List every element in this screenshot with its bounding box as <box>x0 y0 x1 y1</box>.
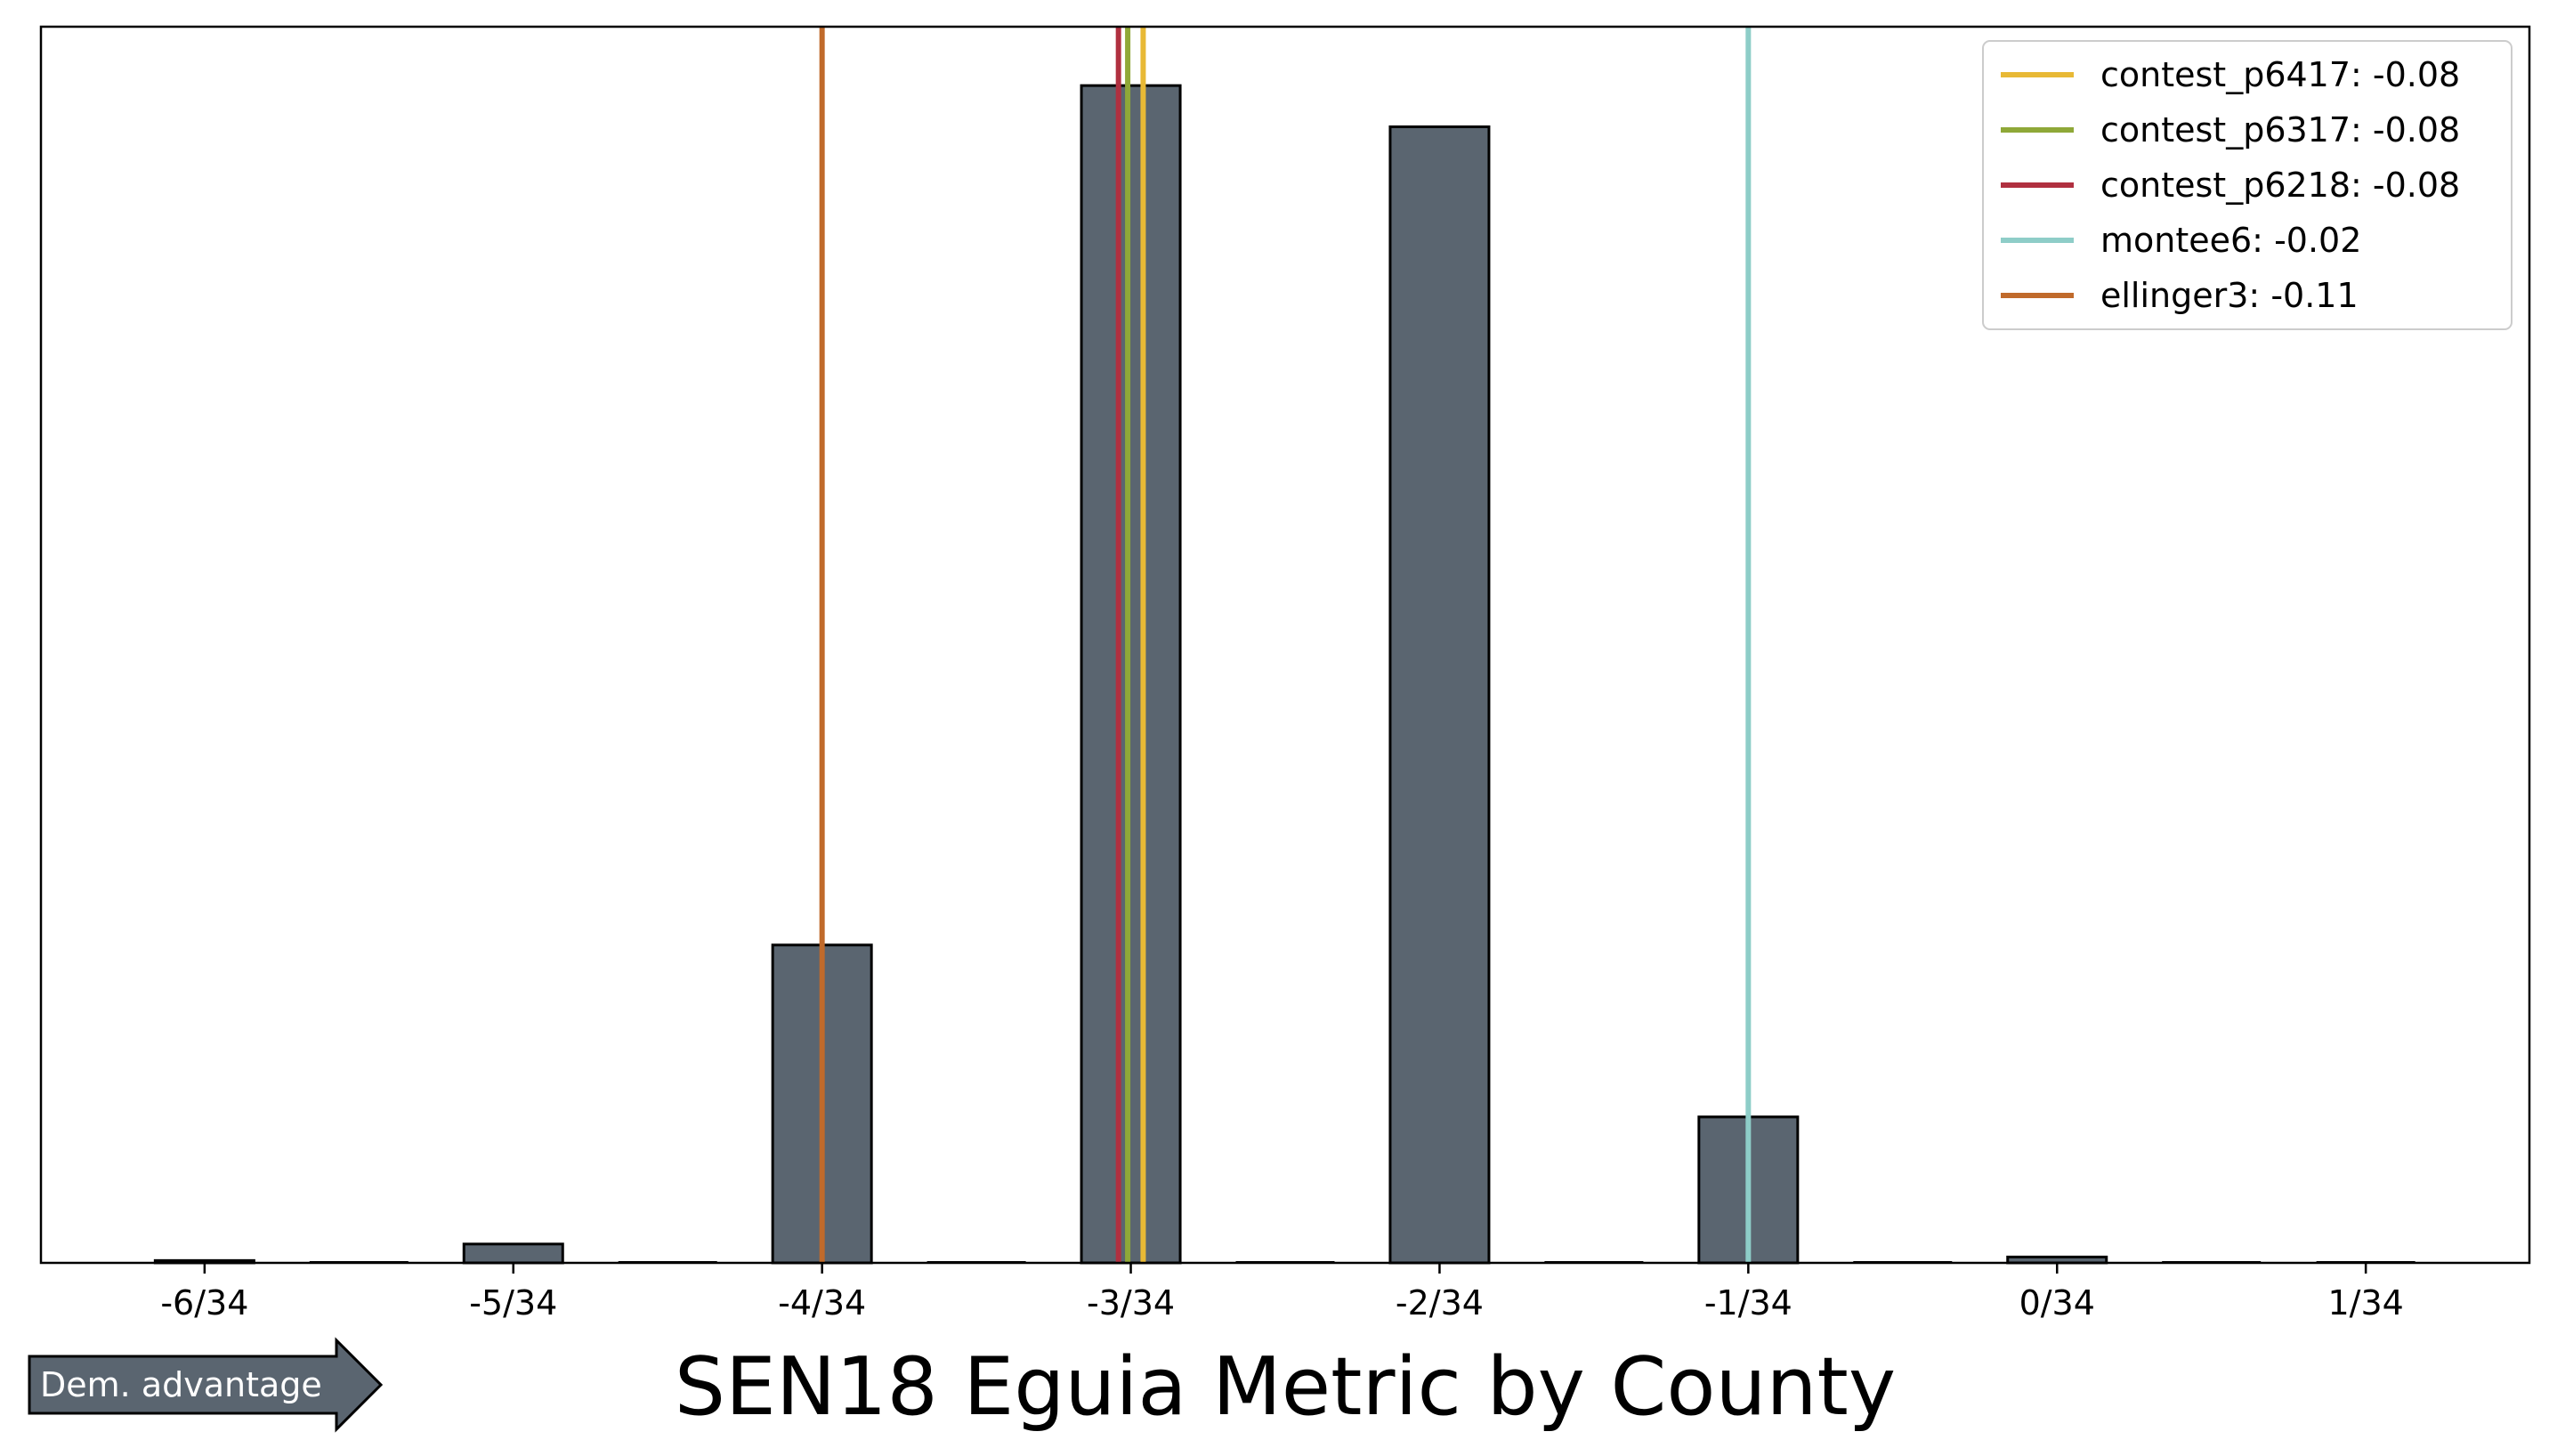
legend-label: ellinger3: -0.11 <box>2100 276 2359 315</box>
legend-label: montee6: -0.02 <box>2100 221 2361 260</box>
legend-label: contest_p6218: -0.08 <box>2100 166 2460 205</box>
x-tick-label: -3/34 <box>1087 1283 1175 1323</box>
legend-box <box>1982 40 2513 330</box>
histogram-bar <box>462 1242 564 1265</box>
legend: contest_p6417: -0.08 contest_p6317: -0.08… <box>1982 40 2513 330</box>
x-tick-label: -5/34 <box>469 1283 557 1323</box>
reference-lines-layer <box>819 27 1752 1263</box>
legend-label: contest_p6317: -0.08 <box>2100 110 2460 150</box>
histogram-bar <box>1080 84 1182 1265</box>
x-tick-label: 1/34 <box>2327 1283 2403 1323</box>
x-tick-label: 0/34 <box>2019 1283 2095 1323</box>
legend-entries: contest_p6417: -0.08 contest_p6317: -0.08… <box>2001 55 2460 315</box>
histogram-bar <box>1388 125 1491 1265</box>
x-tick-label: -1/34 <box>1704 1283 1792 1323</box>
arrow-shape <box>28 1337 384 1433</box>
x-tick-label: -6/34 <box>160 1283 248 1323</box>
chart-title: SEN18 Eguia Metric by County <box>675 1340 1896 1434</box>
x-tick-label: -2/34 <box>1396 1283 1484 1323</box>
x-axis-ticks: -6/34 -5/34 -4/34 -3/34 -2/34 -1/34 0/34 1/34 <box>160 1263 2404 1323</box>
dem-advantage-arrow: Dem. advantage <box>28 1337 384 1433</box>
arrow-label: Dem. advantage <box>40 1365 322 1404</box>
x-tick-label: -4/34 <box>778 1283 866 1323</box>
plot-area-frame <box>39 25 2531 1265</box>
legend-label: contest_p6417: -0.08 <box>2100 55 2460 94</box>
